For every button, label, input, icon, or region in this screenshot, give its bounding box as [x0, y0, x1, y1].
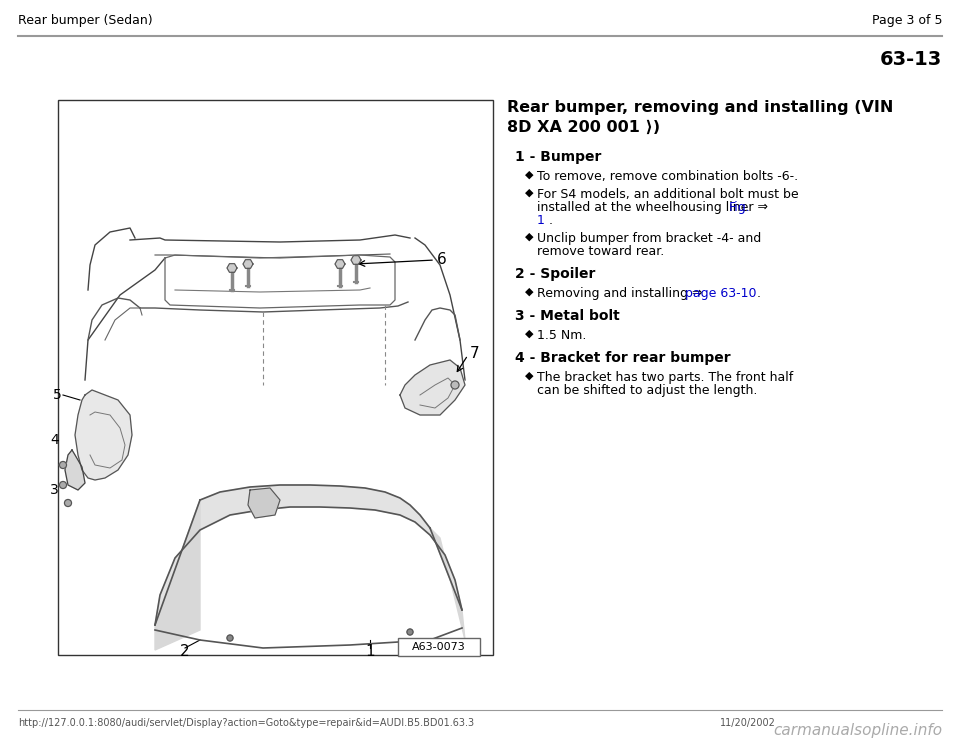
Text: ◆: ◆	[525, 371, 534, 381]
Text: can be shifted to adjust the length.: can be shifted to adjust the length.	[537, 384, 757, 397]
Polygon shape	[248, 488, 280, 518]
Polygon shape	[430, 528, 465, 640]
Text: 63-13: 63-13	[879, 50, 942, 69]
Polygon shape	[400, 360, 465, 415]
Text: ◆: ◆	[525, 329, 534, 339]
Text: 3 - Metal bolt: 3 - Metal bolt	[515, 309, 620, 323]
Text: 1.5 Nm.: 1.5 Nm.	[537, 329, 587, 342]
Polygon shape	[351, 256, 361, 264]
Text: 1: 1	[365, 645, 374, 660]
Text: 4: 4	[50, 433, 59, 447]
Text: installed at the wheelhousing liner ⇒: installed at the wheelhousing liner ⇒	[537, 201, 772, 214]
Text: 2 - Spoiler: 2 - Spoiler	[515, 267, 595, 281]
Text: 11/20/2002: 11/20/2002	[720, 718, 776, 728]
Text: page 63-10: page 63-10	[685, 287, 756, 300]
Text: A63-0073: A63-0073	[412, 642, 466, 652]
Text: 1 - Bumper: 1 - Bumper	[515, 150, 601, 164]
Bar	[58, 100, 493, 655]
Text: ◆: ◆	[525, 232, 534, 242]
Text: remove toward rear.: remove toward rear.	[537, 245, 664, 258]
Text: Rear bumper, removing and installing (VIN: Rear bumper, removing and installing (VI…	[507, 100, 894, 115]
Text: 1: 1	[537, 214, 545, 227]
Polygon shape	[65, 450, 85, 490]
Circle shape	[60, 482, 66, 488]
Circle shape	[451, 381, 459, 389]
Polygon shape	[155, 485, 462, 625]
Text: ◆: ◆	[525, 188, 534, 198]
Text: 3: 3	[50, 483, 59, 497]
Text: http://127.0.0.1:8080/audi/servlet/Display?action=Goto&type=repair&id=AUDI.B5.BD: http://127.0.0.1:8080/audi/servlet/Displ…	[18, 718, 474, 728]
Text: 5: 5	[53, 388, 62, 402]
Text: Page 3 of 5: Page 3 of 5	[872, 14, 942, 27]
Polygon shape	[243, 260, 253, 269]
Text: Unclip bumper from bracket -4- and: Unclip bumper from bracket -4- and	[537, 232, 761, 245]
Circle shape	[64, 499, 71, 507]
Polygon shape	[75, 390, 132, 480]
Circle shape	[60, 462, 66, 468]
Text: To remove, remove combination bolts -6-.: To remove, remove combination bolts -6-.	[537, 170, 798, 183]
Text: Removing and installing ⇒: Removing and installing ⇒	[537, 287, 707, 300]
Text: 2: 2	[180, 645, 190, 660]
Text: 7: 7	[470, 346, 480, 361]
Polygon shape	[155, 500, 200, 650]
Text: .: .	[753, 287, 761, 300]
Text: carmanualsopline.info: carmanualsopline.info	[773, 723, 942, 738]
Circle shape	[407, 629, 413, 635]
Text: 6: 6	[437, 252, 446, 266]
Polygon shape	[227, 263, 237, 272]
Text: For S4 models, an additional bolt must be: For S4 models, an additional bolt must b…	[537, 188, 799, 201]
Polygon shape	[335, 260, 345, 269]
Text: ◆: ◆	[525, 170, 534, 180]
Text: The bracket has two parts. The front half: The bracket has two parts. The front hal…	[537, 371, 793, 384]
Text: 8D XA 200 001 ⟩): 8D XA 200 001 ⟩)	[507, 120, 660, 135]
Circle shape	[227, 635, 233, 641]
Text: Rear bumper (Sedan): Rear bumper (Sedan)	[18, 14, 153, 27]
Text: .: .	[545, 214, 553, 227]
Text: ◆: ◆	[525, 287, 534, 297]
Bar	[398, 638, 480, 656]
Text: Fig.: Fig.	[729, 201, 751, 214]
Text: 4 - Bracket for rear bumper: 4 - Bracket for rear bumper	[515, 351, 731, 365]
